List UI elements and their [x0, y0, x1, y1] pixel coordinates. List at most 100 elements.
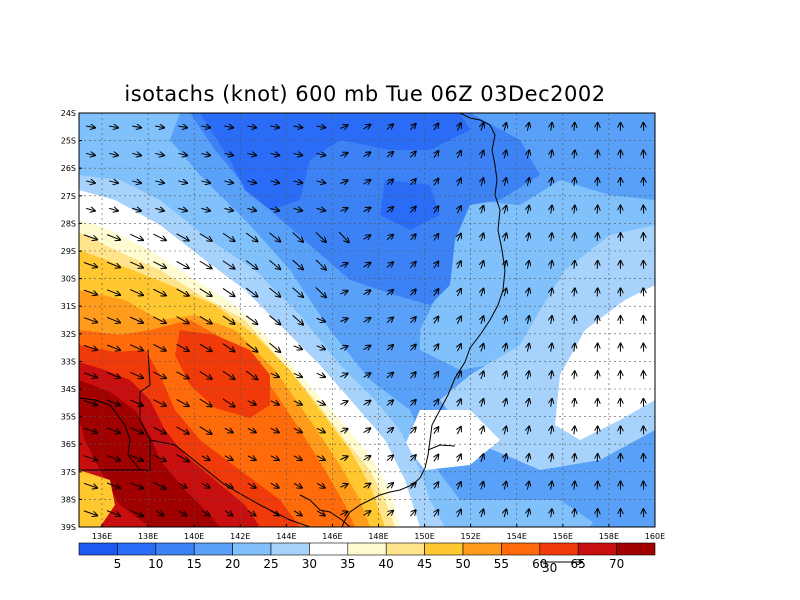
- colorbar-swatch: [270, 542, 310, 556]
- wind-vector: [293, 153, 302, 155]
- wind-vector: [574, 261, 575, 269]
- wind-vector: [222, 232, 235, 241]
- wind-vector: [363, 125, 371, 129]
- colorbar-swatch: [385, 542, 425, 556]
- wind-vector: [434, 234, 438, 241]
- wind-vector: [106, 234, 120, 240]
- wind-vector: [130, 371, 143, 378]
- colorbar-label: 5: [114, 557, 122, 571]
- wind-vector: [155, 153, 164, 155]
- wind-vector: [293, 456, 302, 460]
- wind-vector: [340, 346, 347, 349]
- wind-vector: [109, 181, 118, 183]
- wind-vector: [527, 399, 529, 407]
- wind-vector: [574, 509, 575, 518]
- wind-vector: [574, 288, 575, 297]
- wind-vector: [410, 289, 415, 296]
- wind-vector: [551, 178, 552, 187]
- wind-vector: [153, 344, 166, 350]
- lat-tick-label: 37S: [61, 468, 76, 477]
- wind-vector: [153, 482, 166, 488]
- colorbar-swatch: [577, 542, 617, 556]
- wind-vector: [316, 373, 325, 377]
- wind-vector: [199, 426, 212, 434]
- wind-vector: [574, 150, 575, 159]
- wind-vector: [551, 399, 552, 407]
- wind-vector: [83, 510, 97, 516]
- plot-frame: [78, 112, 656, 528]
- wind-vector: [504, 509, 506, 518]
- colorbar-label: 40: [379, 557, 394, 571]
- wind-vector: [410, 207, 415, 213]
- wind-vector: [222, 343, 235, 352]
- lon-tick-label: 150E: [414, 532, 434, 541]
- lon-tick-label: 146E: [322, 532, 342, 541]
- wind-vector: [247, 483, 256, 488]
- wind-vector: [527, 371, 529, 380]
- wind-vector: [245, 232, 257, 241]
- wind-vector: [363, 180, 371, 184]
- wind-vector: [247, 181, 256, 183]
- wind-vector: [224, 483, 233, 488]
- colorbar-swatch: [539, 542, 579, 556]
- wind-vector: [504, 427, 506, 435]
- wind-vector: [293, 428, 302, 432]
- wind-vector: [363, 207, 371, 211]
- wind-vector: [386, 179, 393, 185]
- wind-vector: [224, 126, 233, 128]
- wind-vector: [270, 401, 279, 405]
- wind-vector: [410, 317, 415, 324]
- wind-vector: [340, 374, 347, 377]
- wind-vector: [106, 344, 120, 350]
- wind-vector: [481, 289, 484, 297]
- colorbar: [78, 542, 656, 556]
- wind-vector: [247, 511, 256, 516]
- wind-vector: [527, 123, 529, 131]
- lon-tick-label: 156E: [553, 532, 573, 541]
- wind-vector: [410, 262, 415, 269]
- wind-vector: [247, 401, 256, 405]
- wind-vector: [434, 206, 438, 214]
- wind-vector: [86, 181, 95, 183]
- wind-vector: [481, 344, 484, 352]
- lat-lon-gridlines: [79, 113, 655, 527]
- wind-vector: [222, 288, 235, 296]
- wind-vector: [386, 124, 393, 130]
- lat-tick-label: 35S: [61, 413, 76, 422]
- colorbar-label: 70: [609, 557, 624, 571]
- wind-vector: [83, 455, 97, 461]
- wind-vector: [386, 373, 393, 379]
- wind-vector: [109, 208, 118, 210]
- lon-tick-label: 154E: [507, 532, 527, 541]
- wind-vector: [224, 181, 233, 183]
- colorbar-swatch: [117, 542, 157, 556]
- lat-tick-label: 33S: [61, 357, 76, 366]
- wind-vector: [481, 151, 484, 159]
- wind-vector: [527, 344, 529, 352]
- wind-vector: [247, 208, 256, 210]
- wind-vector: [434, 344, 438, 352]
- wind-vector: [86, 208, 95, 210]
- colorbar-swatch: [309, 542, 349, 556]
- wind-vector: [410, 483, 415, 489]
- wind-vector: [199, 288, 212, 296]
- wind-vector: [386, 455, 393, 461]
- colorbar-swatch: [347, 542, 387, 556]
- colorbar-label: 15: [187, 557, 202, 571]
- wind-vector: [527, 233, 529, 242]
- wind-vector: [481, 316, 484, 324]
- colorbar-label: 35: [340, 557, 355, 571]
- colorbar-label: 65: [571, 557, 586, 571]
- wind-vector: [434, 510, 438, 517]
- wind-vector: [481, 399, 484, 407]
- wind-vector: [269, 315, 280, 325]
- wind-vector: [527, 454, 529, 463]
- wind-vector: [481, 178, 484, 186]
- wind-vector: [83, 317, 97, 323]
- wind-vector: [363, 511, 371, 515]
- wind-vector: [83, 234, 97, 240]
- lon-tick-label: 144E: [276, 532, 296, 541]
- wind-vector: [457, 372, 461, 380]
- wind-vector: [481, 261, 484, 269]
